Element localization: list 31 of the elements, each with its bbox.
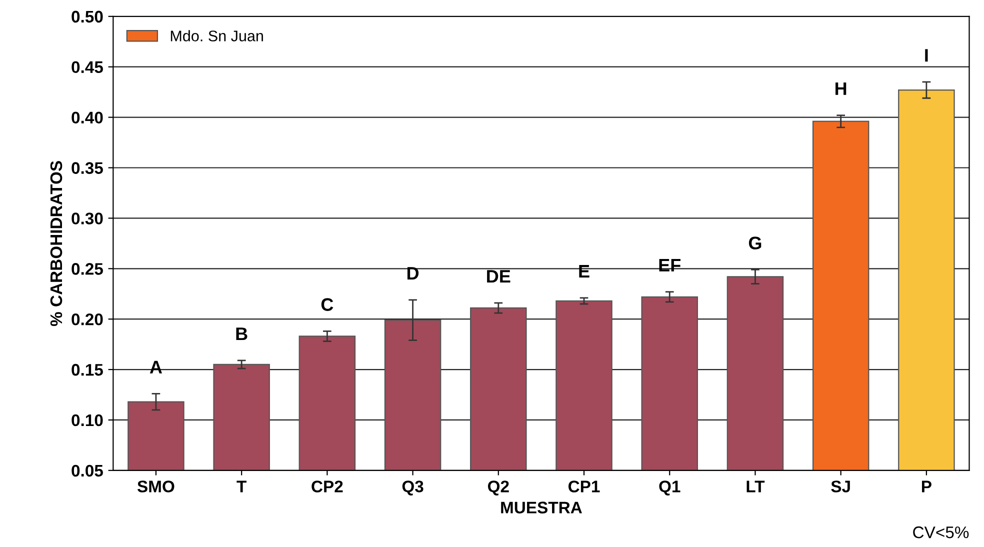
annotation: D bbox=[407, 267, 419, 280]
annotation: DE bbox=[487, 270, 510, 283]
y-tick-label: 0.35 bbox=[72, 162, 103, 174]
y-tick-label: 0.05 bbox=[72, 464, 103, 477]
x-tick-label: P bbox=[922, 480, 932, 492]
y-tick-label: 0.20 bbox=[72, 313, 103, 326]
y-tick-label: 0.15 bbox=[72, 364, 103, 376]
y-tick-label: 0.30 bbox=[72, 212, 103, 224]
annotation: C bbox=[321, 298, 334, 311]
legend-label: Mdo. Sn Juan bbox=[170, 30, 263, 42]
annotation: H bbox=[836, 82, 846, 95]
y-tick-label: 0.10 bbox=[72, 414, 103, 426]
annotation: G bbox=[748, 236, 762, 250]
x-tick-label: T bbox=[236, 480, 246, 492]
x-tick-label: SMO bbox=[137, 480, 174, 492]
y-tick-label: 0.45 bbox=[72, 61, 103, 74]
annotation: I bbox=[925, 49, 928, 62]
x-tick-label: LT bbox=[746, 480, 765, 492]
x-axis-title: MUESTRA bbox=[501, 502, 582, 514]
y-axis-title: % CARBOHIDRATOS bbox=[50, 161, 62, 326]
y-tick-label: 0.40 bbox=[72, 112, 103, 124]
x-tick-label: SJ bbox=[831, 480, 850, 492]
y-tick-label: 0.50 bbox=[72, 10, 103, 23]
x-tick-label: Q2 bbox=[488, 480, 509, 496]
text: CV<5% bbox=[913, 526, 969, 538]
y-tick-label: 0.25 bbox=[72, 263, 103, 275]
annotation: B bbox=[236, 328, 248, 340]
x-tick-label: CP2 bbox=[312, 480, 343, 492]
x-tick-label: Q1 bbox=[659, 480, 680, 496]
x-tick-label: Q3 bbox=[402, 480, 424, 496]
x-tick-label: CP1 bbox=[568, 480, 600, 492]
